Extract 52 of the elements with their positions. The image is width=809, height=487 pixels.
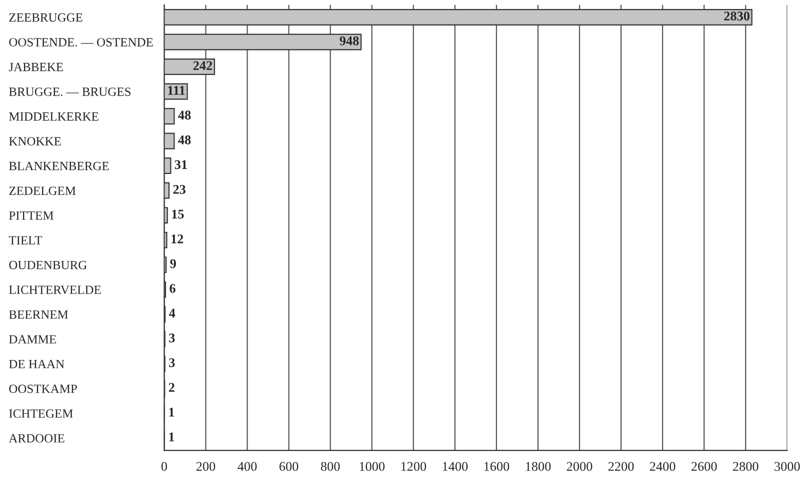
data-label: 23	[173, 184, 186, 194]
x-tick-label: 1400	[442, 462, 468, 471]
data-label: 2830	[724, 12, 750, 21]
data-label: 2	[168, 383, 174, 392]
y-tick-label: ARDOOIE	[8, 434, 64, 443]
y-tick-label: MIDDELKERKE	[9, 112, 98, 121]
y-tick-label: ICHTEGEM	[9, 409, 73, 418]
y-tick-label: TIELT	[8, 236, 42, 244]
y-tick-label: ZEEBRUGGE	[9, 13, 82, 22]
y-tick-label: LICHTERVELDE	[9, 286, 101, 294]
y-tick-label: ZEDELGEM	[9, 186, 76, 195]
x-tick-label: 2200	[608, 462, 634, 471]
x-tick-label: 600	[279, 462, 298, 471]
x-tick-label: 2000	[566, 462, 592, 471]
data-label: 3	[169, 358, 175, 368]
x-tick-label: 800	[320, 462, 340, 471]
x-tick-label: 1000	[360, 462, 385, 471]
y-tick-label: BLANKENBERGE	[9, 162, 109, 170]
data-label: 48	[178, 135, 191, 144]
x-tick-label: 400	[238, 462, 257, 471]
data-label: 31	[174, 160, 187, 170]
x-tick-label: 0	[161, 462, 168, 471]
y-tick-label: BEERNEM	[9, 310, 68, 319]
y-tick-label: PITTEM	[9, 211, 54, 220]
data-label: 6	[170, 284, 176, 293]
data-label: 12	[172, 234, 184, 244]
y-tick-label: OOSTKAMP	[9, 384, 77, 394]
x-tick-label: 1800	[526, 462, 551, 471]
data-label: 9	[170, 259, 176, 268]
data-label: 111	[168, 86, 185, 95]
data-label: 242	[193, 61, 212, 70]
y-tick-label: DE HAAN	[9, 360, 64, 368]
x-tick-label: 200	[196, 462, 216, 471]
y-tick-label: OOSTENDE. — OSTENDE	[9, 38, 153, 47]
data-label: 15	[172, 210, 184, 219]
x-tick-label: 2400	[650, 462, 676, 471]
x-tick-label: 3000	[774, 462, 800, 471]
y-tick-label: BRUGGE. — BRUGES	[9, 88, 130, 96]
data-label: 1	[169, 432, 174, 442]
x-tick-label: 2600	[691, 462, 717, 471]
y-tick-label: OUDENBURG	[9, 260, 87, 270]
x-tick-label: 1600	[484, 462, 510, 471]
x-tick-label: 2800	[733, 462, 758, 471]
data-label: 3	[169, 334, 175, 342]
data-label: 4	[168, 308, 176, 318]
y-tick-label: KNOKKE	[9, 137, 61, 146]
x-tick-label: 1200	[401, 462, 426, 471]
data-label: 48	[178, 110, 191, 120]
data-label: 948	[340, 36, 359, 46]
y-tick-label: DAMME	[9, 335, 56, 344]
data-label: 1	[169, 408, 174, 417]
y-tick-label: JABBEKE	[8, 62, 63, 72]
